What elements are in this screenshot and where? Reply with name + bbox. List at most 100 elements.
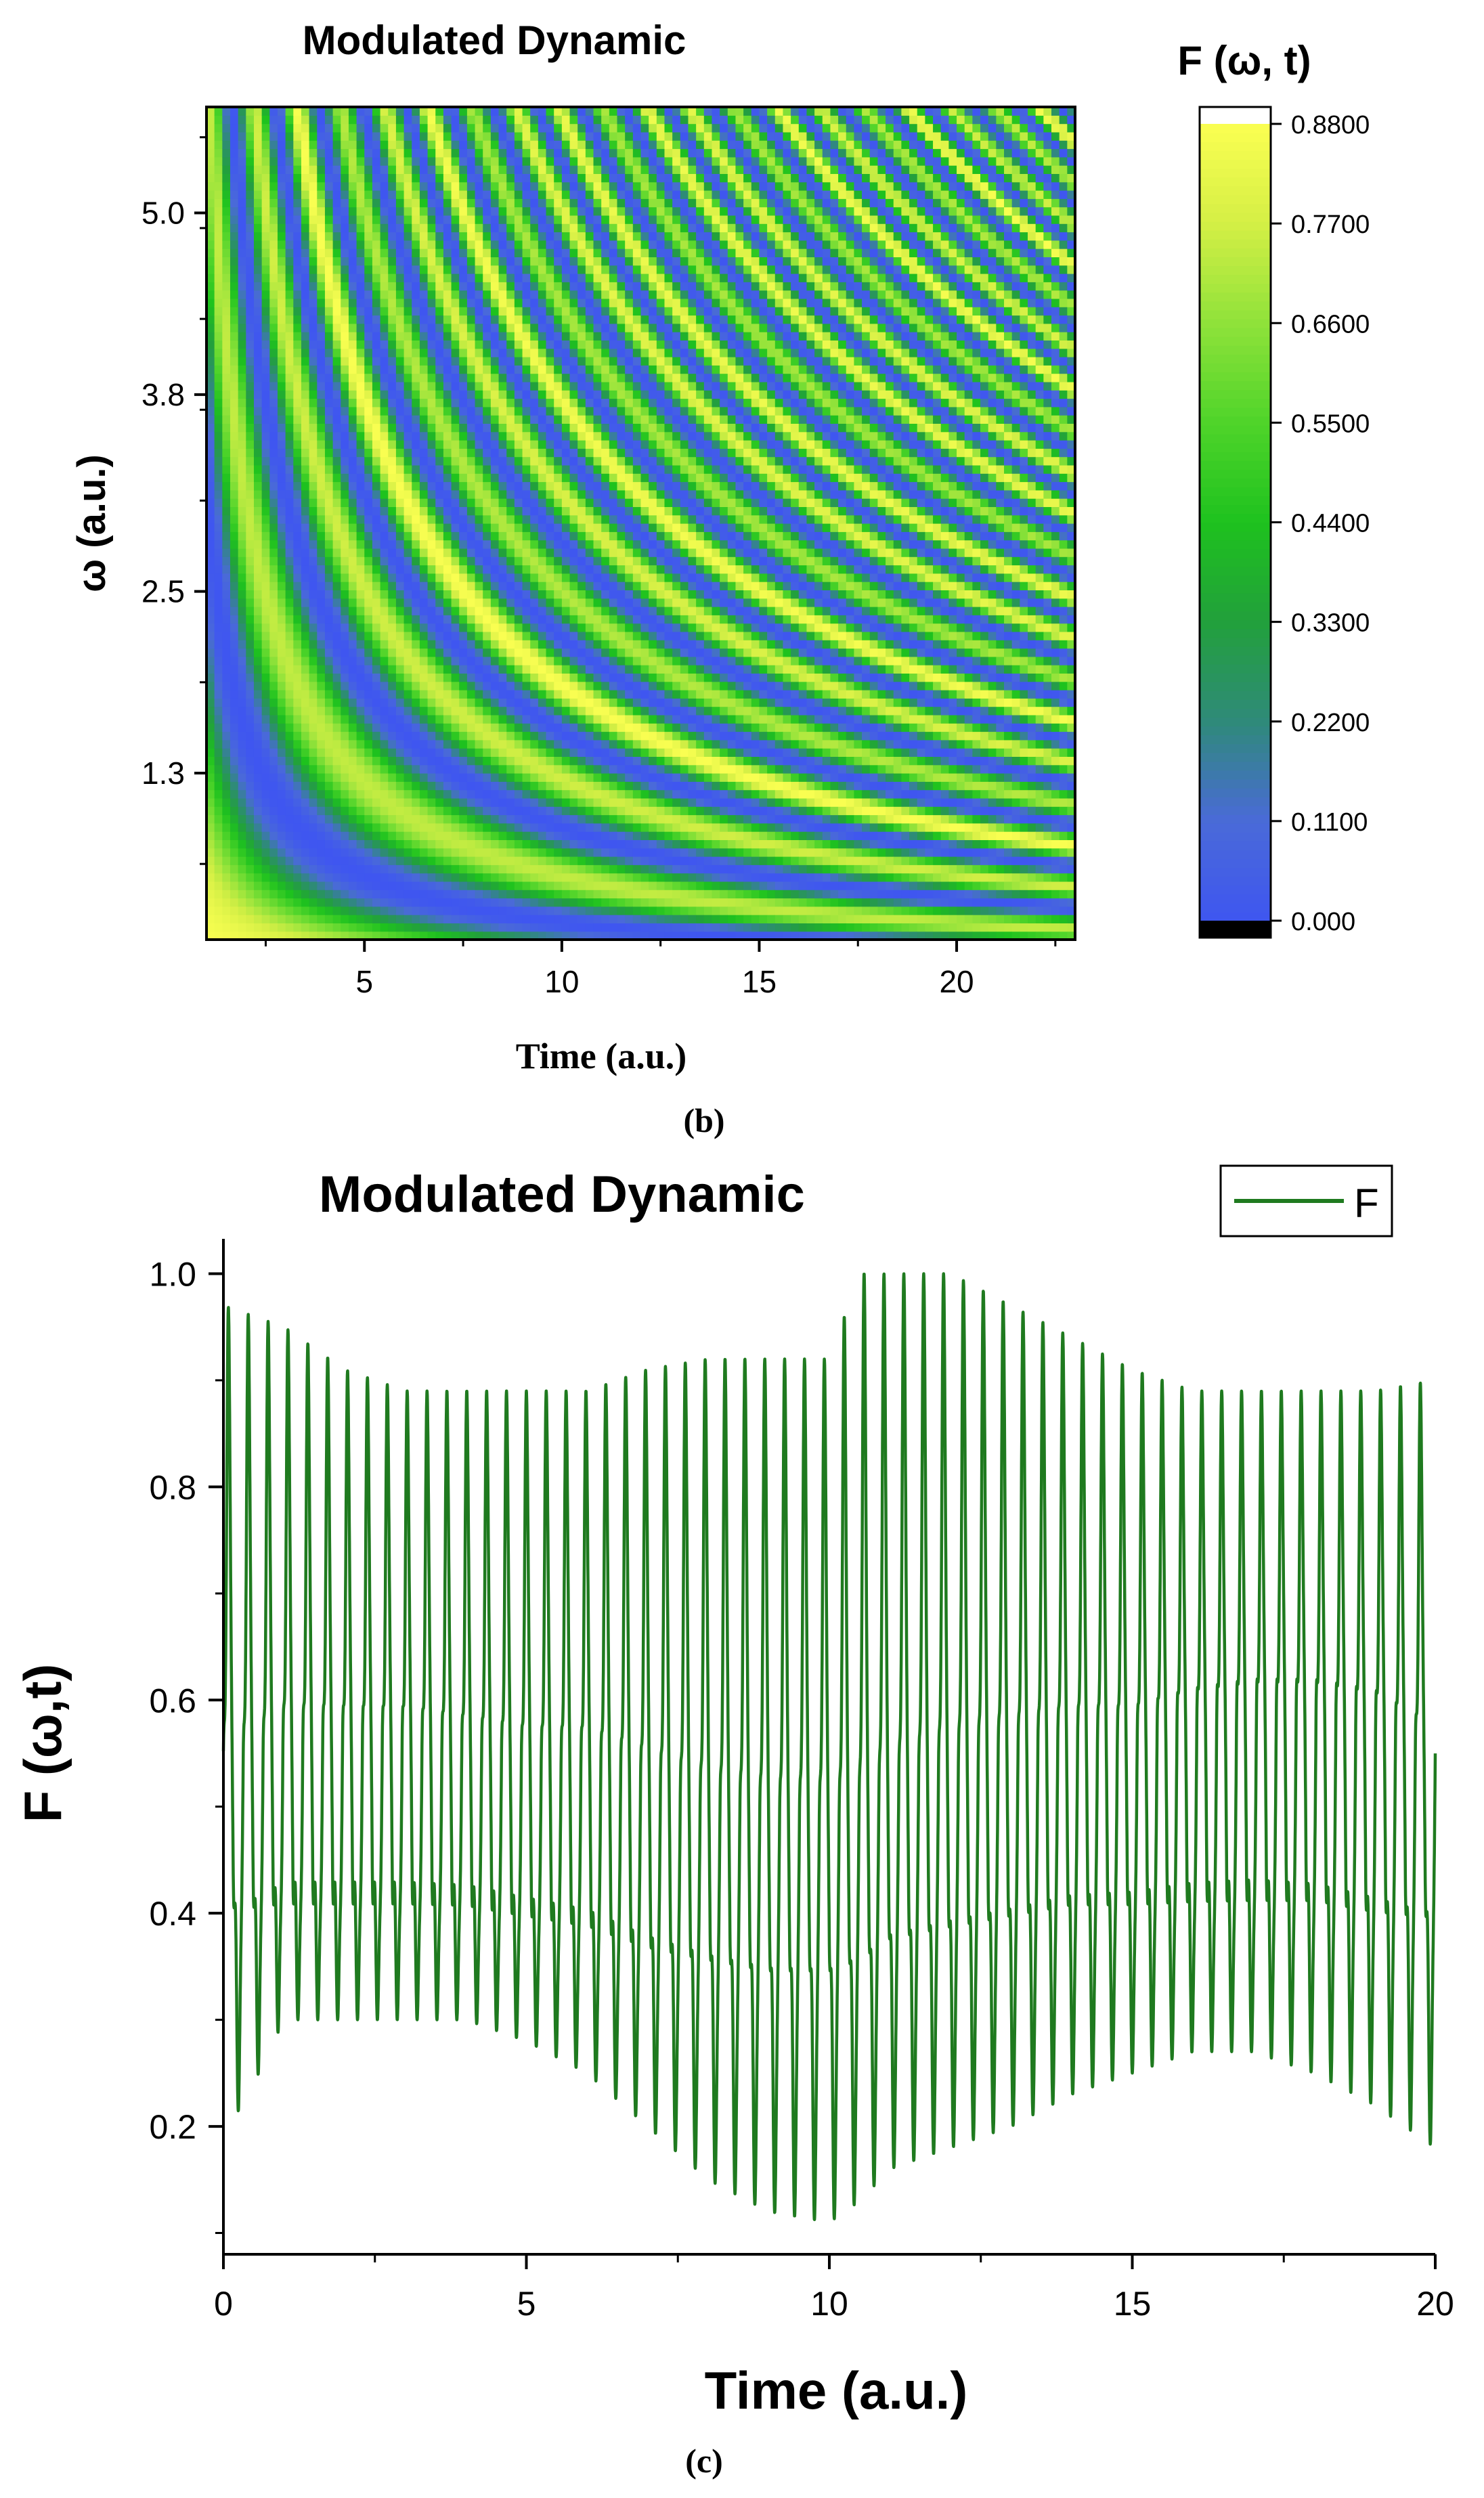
heatmap-cell (412, 156, 420, 166)
heatmap-cell (522, 773, 531, 782)
heatmap-cell (427, 131, 436, 141)
heatmap-cell (395, 881, 405, 890)
heatmap-cell (483, 548, 492, 557)
heatmap-cell (269, 806, 278, 816)
heatmap-cell (253, 773, 263, 782)
heatmap-cell (435, 573, 444, 582)
heatmap-cell (301, 607, 310, 615)
heatmap-cell (380, 823, 389, 832)
heatmap-cell (317, 140, 326, 150)
heatmap-cell (341, 215, 349, 224)
heatmap-cell (403, 190, 412, 199)
heatmap-cell (577, 756, 586, 766)
heatmap-cell (364, 839, 373, 849)
heatmap-cell (317, 332, 326, 341)
heatmap-cell (356, 690, 365, 699)
heatmap-cell (348, 848, 357, 857)
heatmap-cell (554, 357, 563, 366)
heatmap-cell (293, 656, 302, 665)
heatmap-cell (269, 498, 278, 507)
heatmap-cell (538, 381, 547, 391)
heatmap-cell (364, 456, 373, 466)
heatmap-cell (546, 556, 554, 566)
heatmap-cell (483, 140, 492, 150)
heatmap-cell (246, 582, 255, 590)
heatmap-cell (285, 257, 294, 266)
heatmap-cell (498, 556, 507, 566)
heatmap-cell (593, 823, 602, 832)
heatmap-cell (459, 631, 468, 640)
heatmap-cell (214, 481, 223, 491)
heatmap-cell (222, 681, 231, 691)
heatmap-cell (253, 365, 263, 374)
heatmap-cell (317, 540, 326, 549)
heatmap-cell (451, 348, 460, 357)
heatmap-cell (341, 856, 349, 865)
heatmap-cell (214, 698, 223, 707)
heatmap-cell (301, 290, 310, 299)
heatmap-cell (530, 415, 539, 424)
heatmap-cell (222, 456, 231, 466)
heatmap-cell (466, 923, 476, 932)
heatmap-cell (356, 423, 365, 433)
heatmap-cell (332, 531, 341, 541)
heatmap-cell (483, 340, 492, 349)
heatmap-cell (419, 456, 429, 466)
heatmap-cell (372, 540, 381, 549)
heatmap-cell (348, 107, 357, 116)
heatmap-cell (332, 406, 341, 416)
heatmap-cell (206, 915, 215, 923)
heatmap-cell (577, 673, 586, 682)
heatmap-cell (522, 582, 531, 590)
heatmap-cell (522, 123, 531, 133)
heatmap-cell (332, 257, 341, 266)
heatmap-cell (443, 714, 452, 724)
heatmap-cell (561, 140, 571, 150)
heatmap-cell (348, 373, 357, 382)
heatmap-cell (419, 531, 429, 541)
heatmap-cell (443, 915, 452, 923)
heatmap-cell (561, 565, 571, 574)
heatmap-cell (530, 332, 539, 341)
heatmap-cell (593, 423, 602, 433)
heatmap-cell (554, 648, 563, 657)
heatmap-cell (443, 848, 452, 857)
heatmap-cell (412, 814, 420, 824)
heatmap-cell (412, 548, 420, 557)
heatmap-cell (577, 615, 586, 624)
heatmap-cell (585, 373, 594, 382)
heatmap-cell (585, 831, 594, 840)
heatmap-cell (427, 598, 436, 607)
heatmap-cell (246, 464, 255, 474)
heatmap-cell (466, 565, 476, 574)
heatmap-cell (206, 165, 215, 174)
heatmap-cell (372, 523, 381, 532)
heatmap-cell (364, 181, 373, 191)
heatmap-cell (348, 514, 357, 524)
heatmap-cell (412, 248, 420, 257)
heatmap-cell (332, 415, 341, 424)
heatmap-cell (372, 915, 381, 923)
heatmap-cell (569, 714, 578, 724)
heatmap-cell (451, 257, 460, 266)
heatmap-cell (569, 856, 578, 865)
heatmap-cell (324, 748, 334, 757)
heatmap-cell (285, 931, 294, 940)
heatmap-cell (435, 856, 444, 865)
heatmap-cell (522, 315, 531, 324)
heatmap-cell (546, 823, 554, 832)
heatmap-cell (412, 265, 420, 274)
heatmap-cell (356, 839, 365, 849)
heatmap-cell (269, 248, 278, 257)
heatmap-cell (419, 173, 429, 183)
heatmap-cell (419, 464, 429, 474)
heatmap-cell (317, 623, 326, 632)
heatmap-cell (341, 906, 349, 915)
heatmap-cell (451, 481, 460, 491)
heatmap-cell (530, 690, 539, 699)
heatmap-cell (466, 690, 476, 699)
heatmap-cell (451, 856, 460, 865)
heatmap-cell (341, 756, 349, 766)
heatmap-cell (238, 831, 246, 840)
heatmap-cell (569, 415, 578, 424)
